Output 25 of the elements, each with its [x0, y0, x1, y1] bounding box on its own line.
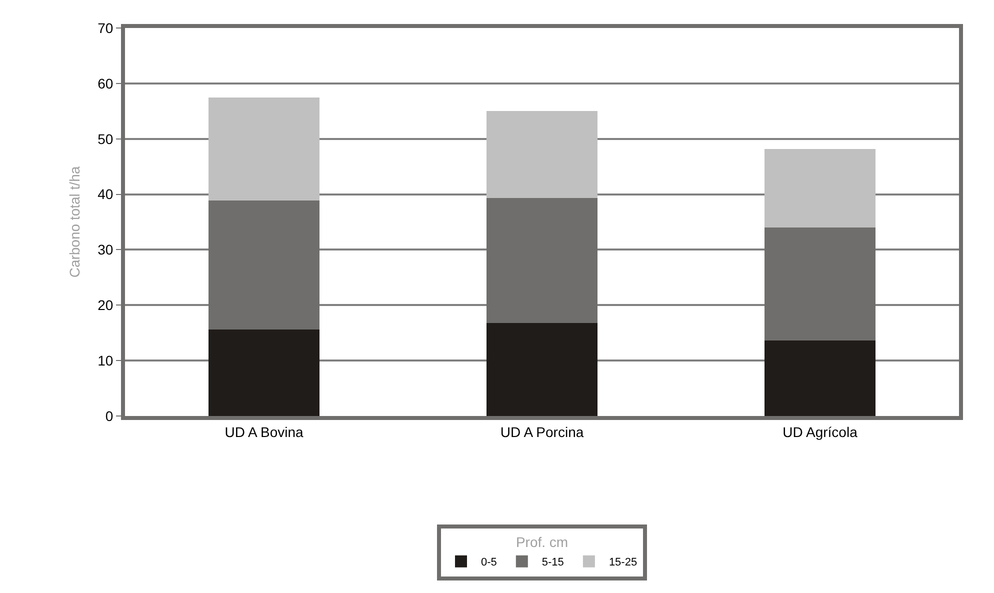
bar — [208, 200, 320, 330]
legend-label: 0-5 — [481, 556, 497, 569]
bar — [486, 198, 598, 323]
y-axis-title: Carbono total t/ha — [66, 166, 83, 278]
x-tick-label: UD A Bovina — [224, 424, 304, 440]
y-tick-label: 50 — [98, 130, 114, 147]
y-tick-label: 70 — [98, 20, 114, 36]
x-tick-label: UD A Porcina — [500, 424, 584, 440]
bar — [208, 330, 320, 416]
y-tick-label: 60 — [98, 75, 114, 92]
y-tick-label: 20 — [98, 297, 114, 314]
x-tick-label: UD Agrícola — [782, 424, 858, 440]
legend-label: 5-15 — [542, 556, 564, 569]
bar — [764, 340, 876, 416]
y-tick-label: 30 — [98, 242, 114, 258]
y-tick-label: 10 — [98, 352, 114, 368]
bar — [764, 228, 876, 341]
y-tick-label: 0 — [105, 408, 114, 424]
legend-label: 15-25 — [608, 556, 638, 569]
legend-title: Prof. cm — [516, 534, 568, 550]
bar — [764, 148, 876, 228]
bar — [486, 322, 598, 416]
bar — [208, 97, 320, 200]
bar — [486, 111, 598, 198]
y-tick-label: 40 — [98, 186, 114, 202]
